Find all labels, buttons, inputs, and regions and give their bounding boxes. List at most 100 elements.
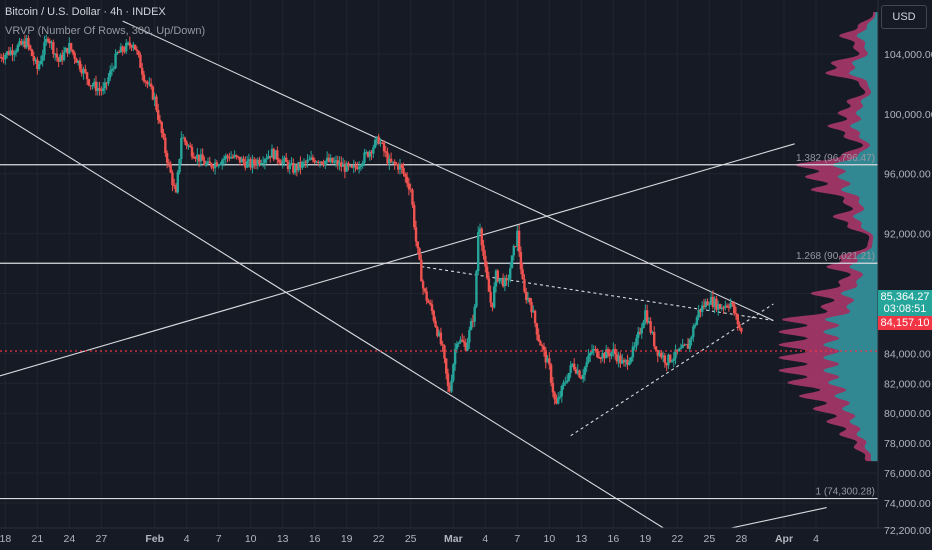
candle-body [121, 46, 124, 52]
candle-body [84, 68, 87, 73]
candle-body [733, 304, 736, 314]
candle-body [196, 154, 199, 159]
price-tick-label: 76,000.00 [884, 468, 931, 480]
candle-body [322, 163, 325, 165]
candle-body [365, 152, 368, 154]
candle-body [101, 88, 105, 92]
candle-body [501, 277, 505, 287]
candle-body [528, 297, 531, 302]
trend-line-down-upper [122, 20, 774, 321]
candle-body [418, 248, 421, 260]
candle-body [404, 173, 407, 177]
candle-body [180, 137, 183, 159]
candle-body [2, 58, 5, 60]
candle-body [701, 305, 704, 312]
candle-body [50, 42, 53, 44]
candle-body [660, 352, 663, 358]
candle-body [85, 72, 89, 80]
candle-body [210, 163, 213, 168]
candle-body [245, 161, 249, 168]
candle-body [530, 301, 533, 313]
time-tick-label: 19 [341, 533, 353, 545]
candle-body [453, 349, 457, 365]
trend-line-down-lower [0, 113, 667, 531]
candle-body [201, 154, 204, 161]
candle-body [100, 89, 103, 92]
candle-body [286, 162, 290, 170]
candle-body [724, 305, 727, 308]
candle-body [427, 300, 430, 303]
candle-body [110, 68, 114, 71]
candle-body [270, 148, 274, 158]
candle-body [469, 320, 473, 330]
candle-body [336, 160, 339, 166]
candle-body [546, 358, 549, 363]
candle-body [583, 367, 587, 375]
candle-body [484, 255, 487, 267]
candle-body [183, 137, 187, 142]
candle-body [320, 161, 323, 164]
currency-button[interactable]: USD [881, 5, 927, 29]
candle-body [654, 346, 658, 351]
candle-body [46, 38, 50, 42]
candle-body [155, 96, 158, 110]
candle-body [509, 268, 512, 279]
candle-body [621, 360, 624, 364]
candle-body [249, 159, 252, 168]
candle-body [713, 298, 716, 308]
time-tick-label: 22 [671, 533, 683, 545]
candle-body [87, 79, 91, 86]
candle-body [606, 349, 610, 354]
candle-body [27, 38, 30, 46]
candle-body [525, 291, 528, 301]
candle-body [416, 241, 419, 249]
candle-body [53, 53, 57, 55]
symbol-title: Bitcoin / U.S. Dollar · 4h · INDEX [5, 6, 166, 18]
candle-body [574, 369, 578, 374]
indicator-title[interactable]: VRVP (Number Of Rows, 300, Up/Down) [5, 25, 206, 37]
candle-body [272, 148, 275, 160]
price-tick-label: 104,000.00 [884, 49, 932, 61]
candle-body [405, 176, 409, 184]
candle-body [645, 310, 649, 323]
price-tick-label: 74,000.00 [884, 498, 931, 510]
candle-body [708, 304, 711, 306]
candle-body [658, 352, 661, 356]
candle-body [254, 163, 258, 166]
candle-body [679, 348, 683, 350]
candle-body [722, 307, 725, 309]
candle-body [526, 297, 530, 301]
candle-body [407, 183, 411, 190]
candle-body [68, 43, 71, 54]
candle-body [633, 346, 636, 348]
candle-body [169, 163, 172, 173]
candle-body [229, 156, 233, 159]
candle-body [462, 341, 466, 343]
candle-body [653, 332, 656, 347]
candle-body [601, 353, 604, 359]
candle-body [548, 358, 551, 365]
time-tick-label: 22 [373, 533, 385, 545]
candle-body [391, 161, 395, 163]
candle-body [178, 158, 181, 173]
candle-body [539, 341, 542, 346]
candle-body [370, 151, 373, 154]
candle-body [439, 332, 443, 345]
candle-body [23, 41, 27, 48]
candle-body [494, 270, 498, 287]
candle-body [279, 162, 283, 164]
candle-body [350, 165, 354, 168]
candle-body [372, 147, 375, 154]
candle-body [381, 142, 384, 144]
candle-body [457, 342, 460, 344]
candle-body [93, 81, 96, 86]
candle-body [395, 163, 398, 165]
candle-body [208, 161, 211, 164]
candle-body [52, 42, 55, 54]
candle-body [340, 162, 343, 167]
candle-body [542, 346, 546, 351]
candle-body [128, 42, 131, 46]
candle-body [119, 46, 123, 53]
candle-body [64, 48, 67, 53]
